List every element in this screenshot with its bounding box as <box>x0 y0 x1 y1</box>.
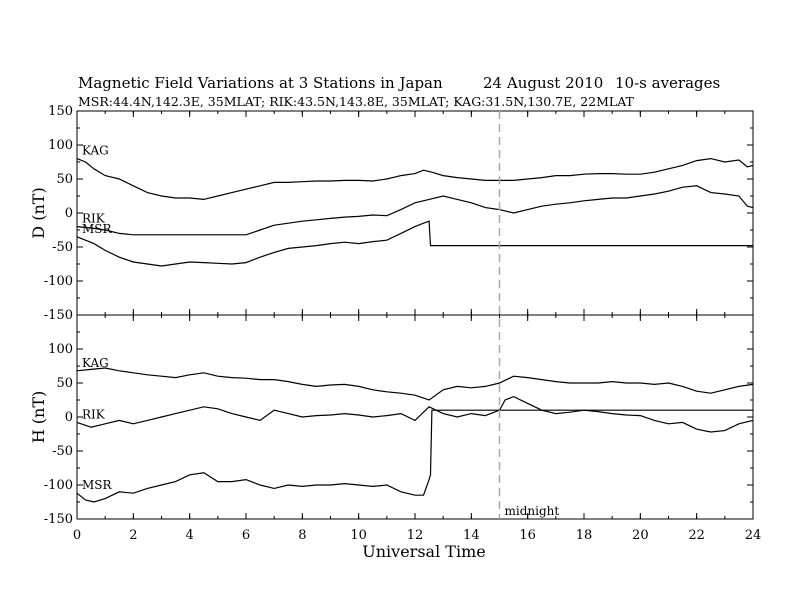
midnight-marker: midnight <box>498 111 560 519</box>
panel-frame <box>76 110 754 316</box>
series-line-rik <box>76 395 754 433</box>
chart-title: Magnetic Field Variations at 3 Stations … <box>78 74 443 92</box>
y-axis-title: D (nT) <box>29 187 48 238</box>
x-tick-label: 24 <box>745 528 762 543</box>
y-tick-label: 0 <box>65 206 73 221</box>
panel-horizontal: 100 50 0 -50 -100 -150 H (nT) KAG RIK MSR <box>29 314 754 527</box>
y-tick-label: -150 <box>44 308 73 323</box>
series-label-kag: KAG <box>82 144 109 158</box>
series-line-rik <box>76 185 754 236</box>
y-tick-label: -50 <box>52 240 73 255</box>
midnight-label: midnight <box>505 504 560 518</box>
y-tick-label: -150 <box>44 512 73 527</box>
x-tick-label: 8 <box>298 528 306 543</box>
y-tick-label: 100 <box>48 342 73 357</box>
series-line-msr <box>76 409 753 503</box>
series-label-rik: RIK <box>82 407 106 421</box>
chart-averaging: 10-s averages <box>615 74 720 92</box>
x-tick-label: 16 <box>519 528 536 543</box>
y-tick-label: 100 <box>48 138 73 153</box>
x-tick-label: 6 <box>242 528 250 543</box>
y-tick-label: 0 <box>65 410 73 425</box>
x-tick-label: 4 <box>186 528 194 543</box>
y-axis-title: H (nT) <box>29 391 48 444</box>
x-tick-label: 22 <box>688 528 705 543</box>
series-label-kag: KAG <box>82 356 109 370</box>
y-tick-label: -100 <box>44 478 73 493</box>
y-tick-label: -50 <box>52 444 73 459</box>
series-line-msr <box>76 220 753 267</box>
panel-frame <box>76 314 754 520</box>
x-axis: 0 2 4 6 8 10 12 14 16 18 20 22 24 <box>73 528 761 543</box>
x-tick-label: 2 <box>129 528 137 543</box>
series-line-kag <box>76 157 754 201</box>
series-line-kag <box>76 367 754 401</box>
series-label-rik: RIK <box>82 212 106 226</box>
series-label-msr: MSR <box>82 478 113 492</box>
y-tick-label: 50 <box>56 376 73 391</box>
x-axis-title: Universal Time <box>362 542 485 561</box>
x-tick-label: 20 <box>632 528 649 543</box>
x-tick-label: 10 <box>350 528 367 543</box>
chart-date: 24 August 2010 <box>483 74 603 92</box>
series-label-msr: MSR <box>82 222 113 236</box>
x-tick-label: 14 <box>463 528 480 543</box>
y-tick-label: 50 <box>56 172 73 187</box>
x-tick-label: 18 <box>576 528 593 543</box>
y-tick-label: 150 <box>48 104 73 119</box>
x-tick-label: 0 <box>73 528 81 543</box>
chart-subtitle: MSR:44.4N,142.3E, 35MLAT; RIK:43.5N,143.… <box>78 94 635 109</box>
x-tick-label: 12 <box>407 528 424 543</box>
y-tick-label: -100 <box>44 274 73 289</box>
